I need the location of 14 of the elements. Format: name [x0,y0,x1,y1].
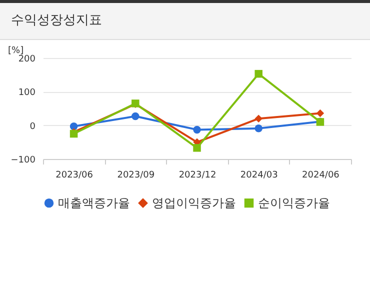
y-tick-label: 200 [18,54,36,64]
y-tick-label: −100 [10,156,36,166]
y-tick-label: 0 [30,122,36,132]
chart-title: 수익성장성지표 [0,0,370,40]
x-tick-label: 2023/12 [178,170,216,180]
x-tick-label: 2024/03 [240,170,278,180]
x-tick-label: 2023/06 [56,170,94,180]
x-tick-label: 2024/06 [302,170,340,180]
y-tick-label: 100 [18,88,36,98]
legend-label: 순이익증가율 [258,196,330,210]
x-tick-label: 2023/09 [117,170,155,180]
legend-label: 매출액증가율 [58,196,130,210]
legend-label: 영업이익증가율 [152,196,236,210]
y-axis-title: [%] [8,46,24,56]
